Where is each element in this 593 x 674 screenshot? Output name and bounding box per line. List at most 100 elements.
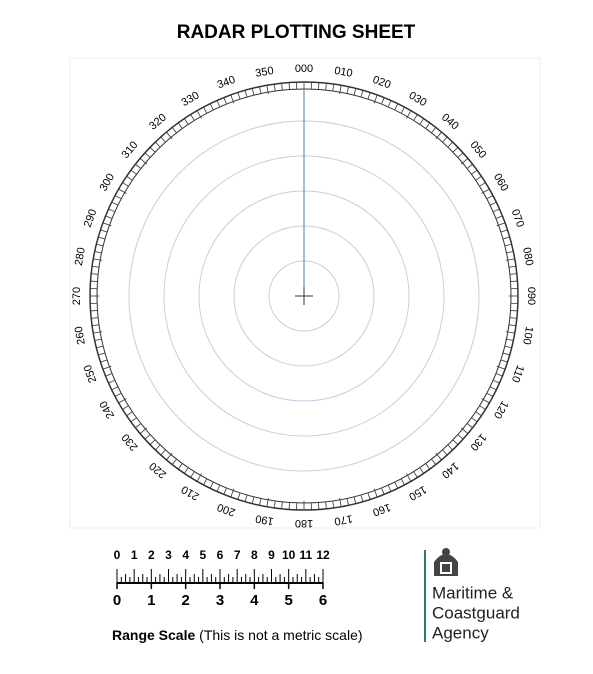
bearing-tick	[259, 498, 262, 506]
bearing-tick	[190, 114, 195, 121]
bearing-label: 330	[180, 90, 202, 110]
bearing-label: 010	[333, 65, 353, 80]
bearing-tick	[431, 127, 437, 134]
bearing-label: 120	[491, 399, 511, 421]
bearing-tick	[93, 258, 103, 261]
bearing-tick	[94, 338, 102, 341]
bearing-tick	[122, 182, 129, 187]
bearing-tick	[332, 84, 335, 92]
bearing-tick	[406, 110, 412, 119]
bearing-tick	[325, 83, 327, 91]
scale-top-label: 6	[217, 548, 224, 562]
bearing-tick	[466, 423, 473, 429]
logo-line: Agency	[432, 623, 489, 642]
bearing-tick	[492, 208, 500, 213]
radar: 000 0100200300400500600700800901001101201…	[71, 63, 537, 529]
bearing-tick	[508, 265, 516, 268]
bearing-tick	[139, 427, 148, 434]
bearing-tick	[419, 467, 424, 474]
scale-bottom-label: 5	[284, 592, 292, 609]
bearing-label: 220	[147, 459, 169, 480]
bearing-tick	[102, 365, 112, 370]
bearing-tick	[92, 324, 100, 327]
bearing-tick	[126, 411, 133, 416]
bearing-tick	[237, 92, 241, 100]
bearing-tick	[367, 492, 371, 500]
bearing-tick	[394, 481, 399, 489]
caption: Range Scale	[112, 627, 195, 643]
bearing-tick	[457, 152, 464, 158]
bearing-tick	[353, 496, 357, 504]
note: (This is not a metric scale)	[199, 627, 362, 643]
bearing-tick	[360, 90, 364, 98]
scale-bottom-label: 1	[147, 592, 155, 609]
bearing-label: 230	[120, 431, 141, 453]
bearing-tick	[471, 169, 478, 175]
bearing-tick	[435, 452, 442, 461]
scale-bottom-label: 3	[216, 592, 224, 609]
bearing-tick	[91, 317, 99, 319]
bearing-tick	[495, 373, 503, 377]
bearing-tick	[339, 85, 342, 95]
bearing-tick	[475, 411, 482, 416]
scale-top-label: 11	[299, 548, 312, 562]
bearing-tick	[135, 423, 142, 429]
bearing-tick	[108, 208, 116, 213]
bearing-tick	[209, 481, 214, 489]
bearing-tick	[196, 110, 202, 119]
bearing-label: 030	[407, 90, 429, 110]
bearing-tick	[447, 444, 453, 451]
bearing-tick	[447, 141, 453, 148]
bearing-tick	[509, 273, 517, 275]
bearing-tick	[93, 331, 103, 334]
bearing-tick	[471, 417, 478, 423]
bearing-tick	[171, 127, 177, 134]
bearing-tick	[500, 229, 508, 233]
bearing-tick	[114, 195, 122, 200]
bearing-label: 290	[82, 208, 100, 229]
bearing-tick	[98, 236, 106, 240]
scale-bottom-label: 2	[181, 592, 189, 609]
bearing-tick	[100, 229, 108, 233]
bearing-tick	[425, 463, 431, 470]
bearing-tick	[230, 488, 235, 498]
bearing-tick	[244, 90, 248, 98]
bearing-tick	[130, 169, 137, 175]
bearing-tick	[425, 122, 431, 129]
bearing-tick	[144, 152, 151, 158]
range-scale: 0 1 2 3 4 5 6 7 8 9 10 11 120 1 2 3 4 5 6	[113, 548, 330, 609]
bearing-tick	[216, 100, 221, 108]
bearing-label: 240	[98, 399, 118, 421]
bearing-tick	[400, 106, 405, 114]
bearing-label: 350	[254, 65, 274, 80]
scale-bottom-label: 4	[250, 592, 259, 609]
bearing-tick	[492, 379, 500, 384]
bearing-tick	[387, 100, 392, 108]
scale-top-label: 9	[268, 548, 275, 562]
bearing-tick	[460, 158, 469, 165]
bearing-tick	[509, 317, 517, 319]
bearing-tick	[387, 484, 392, 492]
bearing-tick	[496, 365, 506, 370]
bearing-tick	[400, 478, 405, 486]
bearing-tick	[496, 222, 506, 227]
bearing-tick	[504, 243, 512, 247]
bearing-tick	[160, 449, 166, 456]
bearing-tick	[505, 258, 515, 261]
bearing-tick	[346, 498, 349, 506]
scale-bottom-label: 6	[319, 592, 327, 609]
bearing-tick	[237, 492, 241, 500]
scale-top-label: 10	[282, 548, 296, 562]
bearing-label: 300	[98, 172, 118, 194]
bearing-tick	[105, 373, 113, 377]
bearing-label: 180	[295, 517, 313, 529]
bearing-tick	[502, 352, 510, 356]
bearing-tick	[149, 439, 156, 445]
bearing-tick	[508, 324, 516, 327]
scale-top-label: 12	[316, 548, 330, 562]
bearing-tick	[171, 458, 177, 465]
bearing-tick	[223, 97, 227, 105]
bearing-tick	[466, 163, 473, 169]
bearing-tick	[346, 86, 349, 94]
bearing-tick	[486, 392, 494, 397]
